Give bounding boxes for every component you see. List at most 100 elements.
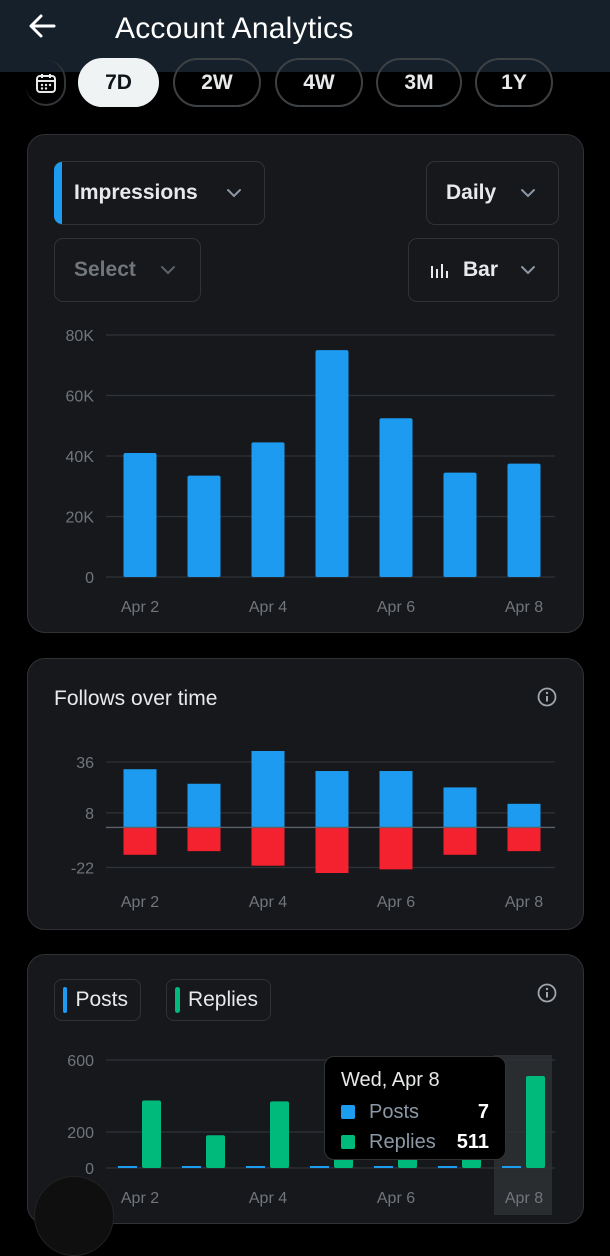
follows-bar [379, 771, 413, 828]
metric-dropdown[interactable]: Impressions [54, 161, 265, 225]
x-tick-label: Apr 8 [505, 1190, 543, 1207]
interval-dropdown[interactable]: Daily [426, 161, 559, 225]
y-tick-label: 200 [67, 1125, 94, 1142]
calendar-icon [36, 74, 56, 93]
chevron-down-icon [521, 266, 535, 275]
y-tick-label: 20K [66, 510, 95, 527]
x-tick-label: Apr 2 [121, 599, 159, 616]
chart-type-dropdown[interactable]: Bar [408, 238, 559, 302]
calendar-button[interactable] [26, 60, 66, 106]
tooltip-posts-value: 7 [477, 1100, 489, 1123]
y-tick-label: 40K [66, 449, 95, 466]
impressions-card: Impressions Daily Select Bar 0 20K 40K 60K 8… [27, 134, 584, 633]
page-title: Account Analytics [115, 12, 354, 45]
bar [123, 452, 157, 577]
posts-bar [438, 1166, 457, 1168]
posts-bar [502, 1166, 521, 1168]
legend-posts-label: Posts [75, 988, 128, 1011]
y-tick-label: 80K [66, 328, 95, 345]
chevron-down-icon [521, 189, 535, 198]
y-tick-label: 0 [85, 1161, 94, 1178]
interval-dropdown-label: Daily [446, 181, 497, 204]
follows-bar [443, 787, 477, 828]
follows-chart: 36 8 -22 Apr 2 Apr 4 Apr 6 Apr 8 [71, 751, 555, 911]
info-icon[interactable] [537, 983, 557, 1003]
range-tab-4w[interactable]: 4W [275, 58, 363, 107]
unfollows-bar [379, 827, 413, 870]
tooltip-row-posts: Posts 7 [341, 1100, 489, 1124]
posts-bar [374, 1166, 393, 1168]
metric-dropdown-label: Impressions [74, 181, 198, 204]
tooltip-replies-swatch [341, 1135, 355, 1149]
x-tick-label: Apr 2 [121, 1190, 159, 1207]
tooltip-row-replies: Replies 511 [341, 1130, 489, 1154]
x-tick-label: Apr 4 [249, 894, 287, 911]
legend-posts[interactable]: Posts [54, 979, 141, 1021]
replies-bar [142, 1100, 161, 1168]
unfollows-bar [251, 827, 285, 866]
range-tab-1y[interactable]: 1Y [475, 58, 553, 107]
tooltip-replies-value: 511 [456, 1130, 489, 1153]
follows-card: Follows over time 36 8 -22 Apr 2 Apr 4 Apr 6 A… [27, 658, 584, 930]
posts-bar [310, 1166, 329, 1168]
info-icon[interactable] [537, 687, 557, 707]
tooltip-posts-swatch [341, 1105, 355, 1119]
metric-accent [54, 162, 62, 224]
unfollows-bar [507, 827, 541, 852]
posts-bar [118, 1166, 137, 1168]
range-tab-3m[interactable]: 3M [376, 58, 462, 107]
impressions-chart: 0 20K 40K 60K 80K Apr 2 Apr 4 Apr 6 Apr 8 [66, 328, 555, 616]
bar [507, 463, 541, 577]
chart-tooltip: Wed, Apr 8 Posts 7 Replies 511 [324, 1056, 506, 1160]
y-tick-label: 8 [85, 806, 94, 823]
replies-swatch [175, 987, 180, 1013]
unfollows-bar [443, 827, 477, 855]
follows-bar [507, 803, 541, 828]
x-tick-label: Apr 8 [505, 894, 543, 911]
floating-action-button[interactable] [34, 1176, 114, 1256]
bar-chart-icon [431, 264, 448, 278]
unfollows-bar [315, 827, 349, 873]
y-tick-label: 600 [67, 1053, 94, 1070]
chart-type-dropdown-label: Bar [463, 258, 499, 281]
posts-bar [182, 1166, 201, 1168]
back-button[interactable] [26, 10, 70, 46]
y-tick-label: 60K [66, 389, 95, 406]
range-tab-7d[interactable]: 7D [78, 58, 159, 107]
chevron-down-icon [227, 189, 241, 198]
replies-bar [206, 1135, 225, 1168]
compare-dropdown[interactable]: Select [54, 238, 201, 302]
x-tick-label: Apr 6 [377, 894, 415, 911]
x-tick-label: Apr 8 [505, 599, 543, 616]
replies-bar [526, 1076, 545, 1168]
x-tick-label: Apr 4 [249, 1190, 287, 1207]
compare-dropdown-label: Select [74, 258, 136, 281]
follows-card-title: Follows over time [54, 687, 218, 710]
follows-bar [315, 771, 349, 828]
bar [379, 418, 413, 577]
y-tick-label: 36 [76, 755, 94, 772]
replies-bar [270, 1101, 289, 1168]
posts-swatch [63, 987, 68, 1013]
bar [443, 472, 477, 577]
arrow-left-icon [29, 14, 56, 38]
legend-replies-label: Replies [187, 988, 258, 1011]
tooltip-replies-label: Replies [369, 1130, 436, 1153]
unfollows-bar [123, 827, 157, 855]
x-tick-label: Apr 6 [377, 599, 415, 616]
range-tab-2w[interactable]: 2W [173, 58, 261, 107]
bar [315, 350, 349, 577]
x-tick-label: Apr 2 [121, 894, 159, 911]
chevron-down-icon [161, 266, 175, 275]
legend-replies[interactable]: Replies [166, 979, 271, 1021]
follows-bar [123, 769, 157, 828]
follows-bar [187, 783, 221, 828]
posts-bar [246, 1166, 265, 1168]
x-tick-label: Apr 6 [377, 1190, 415, 1207]
y-tick-label: -22 [71, 861, 94, 878]
follows-bar [251, 751, 285, 828]
y-tick-label: 0 [85, 570, 94, 587]
tooltip-title: Wed, Apr 8 [341, 1069, 440, 1091]
bar [251, 442, 285, 577]
bar [187, 475, 221, 577]
